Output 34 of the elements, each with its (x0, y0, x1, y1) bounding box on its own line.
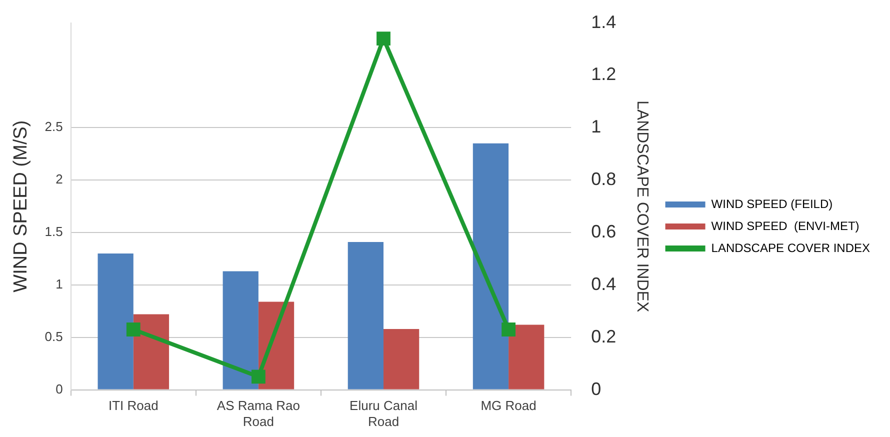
legend-label: WIND SPEED (FEILD) (711, 196, 833, 211)
point (251, 370, 266, 384)
point (126, 322, 140, 336)
legend-label: LANDSCAPE COVER INDEX (711, 240, 870, 255)
bar (133, 314, 170, 390)
y2-axis-title: LANDSCAPE COVER INDEX (633, 100, 650, 312)
bar (98, 253, 134, 390)
y2-tick-label: 1.4 (591, 12, 616, 32)
y2-tick-label: 1.2 (591, 64, 616, 84)
y2-tick-label: 0.8 (591, 169, 616, 190)
y-tick-label: 1.5 (44, 224, 63, 240)
y-axis-title: WIND SPEED (M/S) (10, 120, 32, 292)
bar (472, 143, 509, 390)
y-tick-label: 0.5 (44, 328, 63, 344)
y-tick-label: 2.5 (44, 119, 63, 134)
y-tick-label: 2 (56, 172, 63, 187)
y2-tick-label: 0.4 (591, 274, 616, 294)
bar (222, 271, 258, 390)
bar (383, 328, 420, 390)
x-tick-label: AS Rama Rao Road (216, 398, 300, 429)
y-tick-label: 1 (56, 276, 63, 292)
point (376, 32, 390, 46)
point (502, 322, 516, 336)
y2-tick-label: 0.2 (591, 326, 616, 346)
legend-label: WIND SPEED (ENVI-MET) (711, 218, 860, 233)
bar (508, 324, 544, 390)
y2-tick-label: 1 (591, 116, 602, 137)
y2-tick-label: 0.6 (591, 221, 616, 242)
bar (348, 242, 384, 390)
y-tick-label: 0 (56, 381, 63, 396)
y2-tick-label: 0 (591, 378, 602, 399)
x-tick-label: Eluru Canal Road (350, 398, 418, 429)
x-tick-label: MG Road (480, 398, 536, 414)
x-tick-label: ITI Road (108, 398, 158, 414)
